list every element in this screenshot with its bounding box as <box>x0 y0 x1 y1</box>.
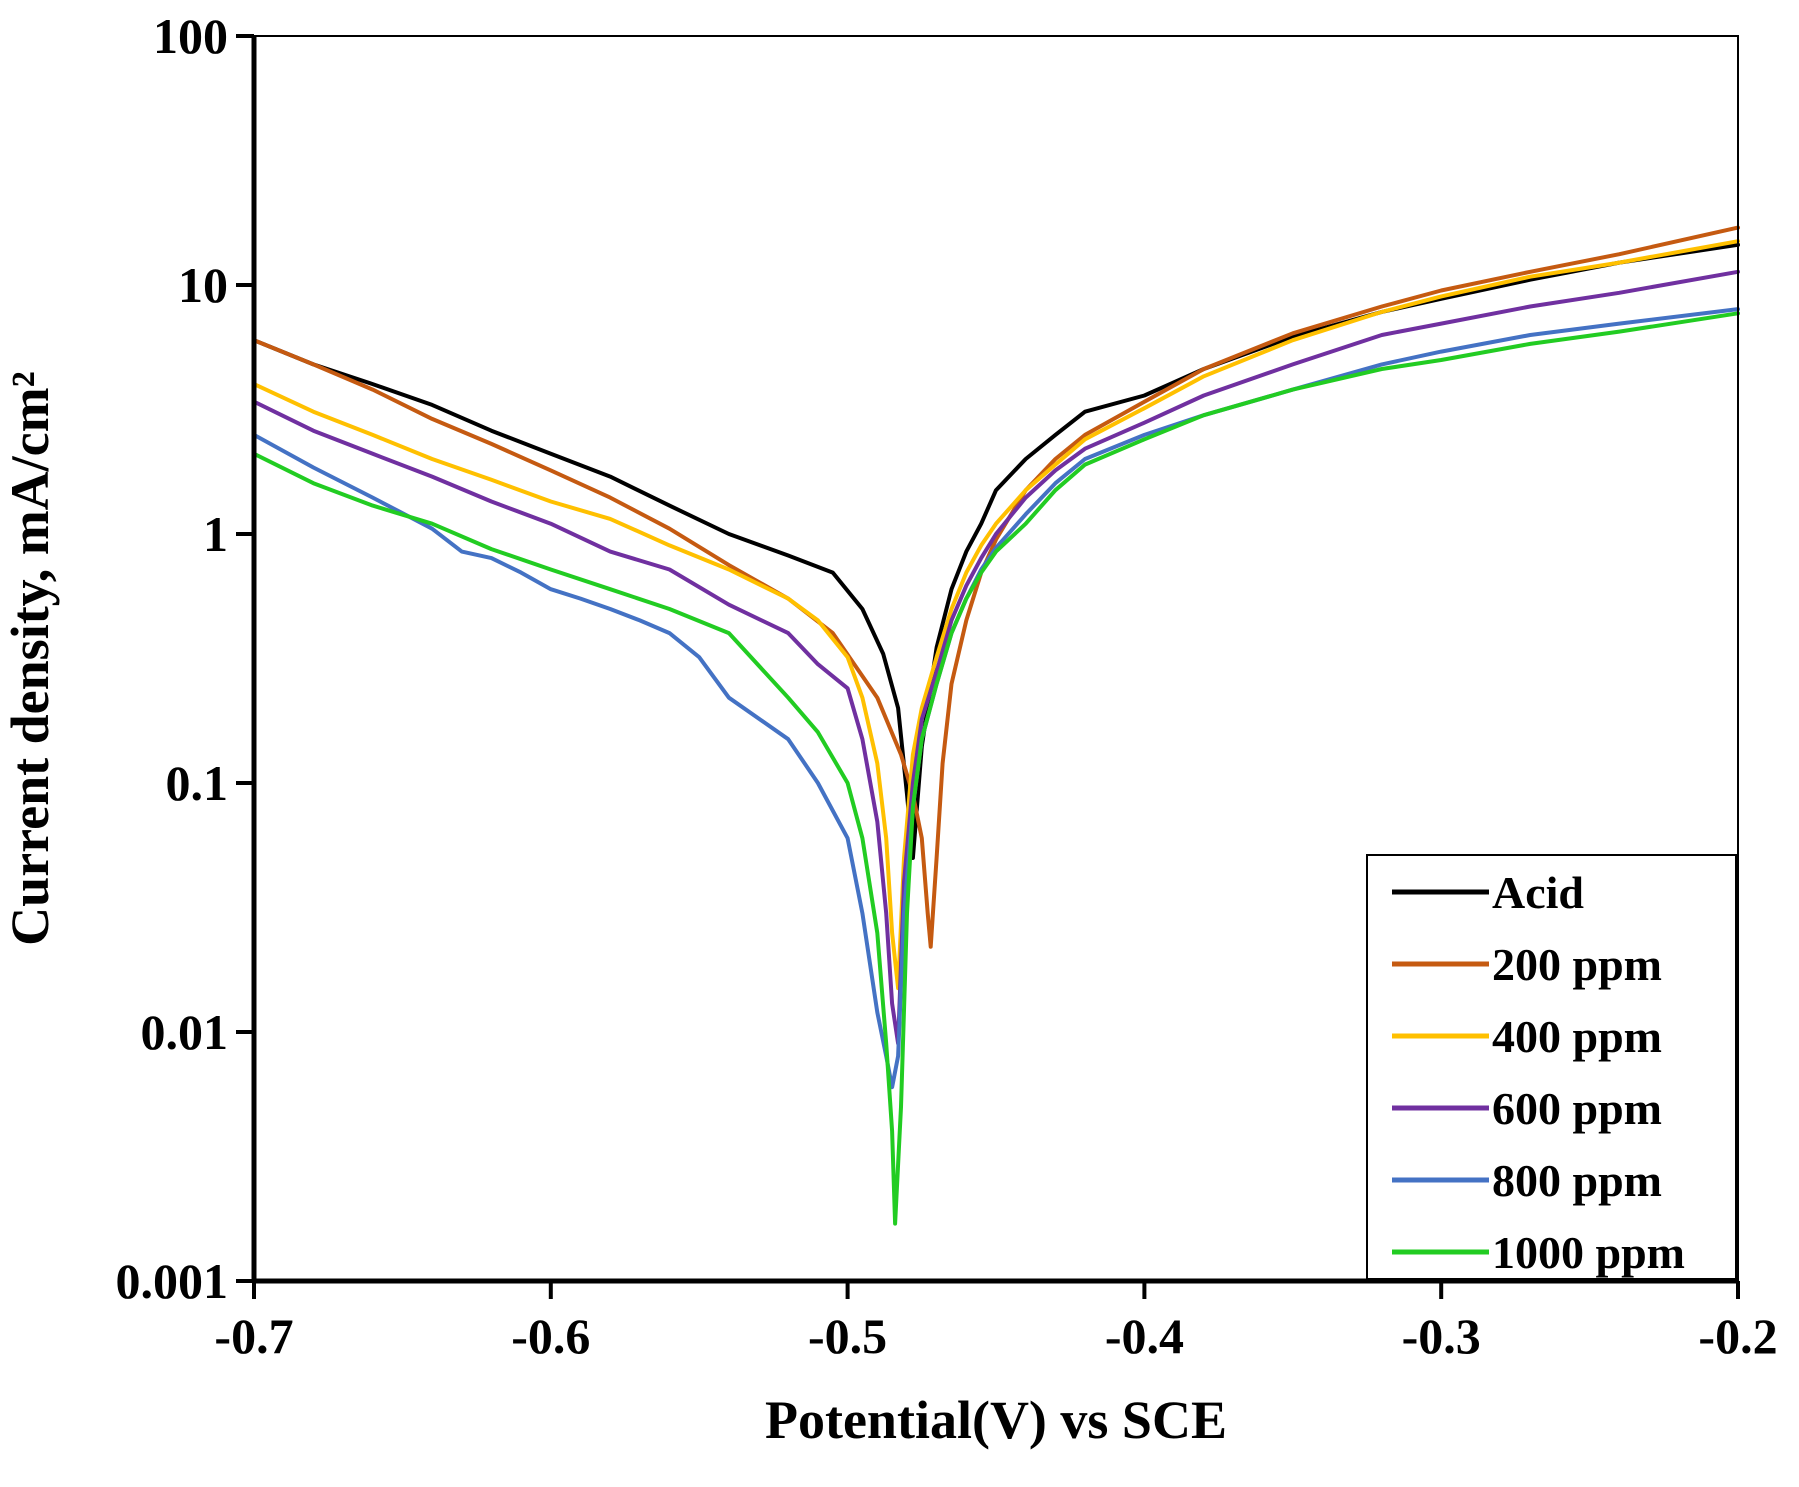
y-axis-title: Current density, mA/cm² <box>0 371 60 946</box>
series-line-5 <box>252 311 1740 1226</box>
x-tick-label-2: -0.5 <box>808 1308 887 1364</box>
x-tick-label-0: -0.7 <box>214 1308 293 1364</box>
x-tick-label-3: -0.4 <box>1105 1308 1184 1364</box>
x-tick-label-5: -0.2 <box>1698 1308 1777 1364</box>
axes-layer: -0.7 -0.6 -0.5 -0.4 -0.3 -0.2 0.001 0.01 0.1 1 10 1… <box>116 8 1778 1364</box>
series-line-1 <box>252 225 1740 949</box>
x-tick-label-1: -0.6 <box>511 1308 590 1364</box>
series-line-4 <box>252 307 1740 1090</box>
legend-label-1: 200 ppm <box>1492 939 1662 990</box>
series-line-3 <box>252 269 1740 1046</box>
legend-label-0: Acid <box>1492 867 1584 918</box>
legend: Acid 200 ppm 400 ppm 600 ppm 800 ppm 1000 ppm <box>1366 854 1737 1280</box>
x-axis-title: Potential(V) vs SCE <box>765 1390 1227 1450</box>
y-tick-label-1: 0.01 <box>141 1004 229 1060</box>
y-tick-label-0: 0.001 <box>116 1253 229 1309</box>
series-line-2 <box>252 239 1740 991</box>
legend-label-5: 1000 ppm <box>1492 1227 1685 1278</box>
y-tick-label-2: 0.1 <box>166 755 229 811</box>
legend-box <box>1366 854 1737 1280</box>
x-tick-label-4: -0.3 <box>1402 1308 1481 1364</box>
legend-label-4: 800 ppm <box>1492 1155 1662 1206</box>
y-tick-label-3: 1 <box>203 506 228 562</box>
y-tick-label-4: 10 <box>178 257 228 313</box>
y-tick-label-5: 100 <box>153 8 228 64</box>
legend-label-3: 600 ppm <box>1492 1083 1662 1134</box>
legend-label-2: 400 ppm <box>1492 1011 1662 1062</box>
series-layer <box>252 225 1740 1226</box>
